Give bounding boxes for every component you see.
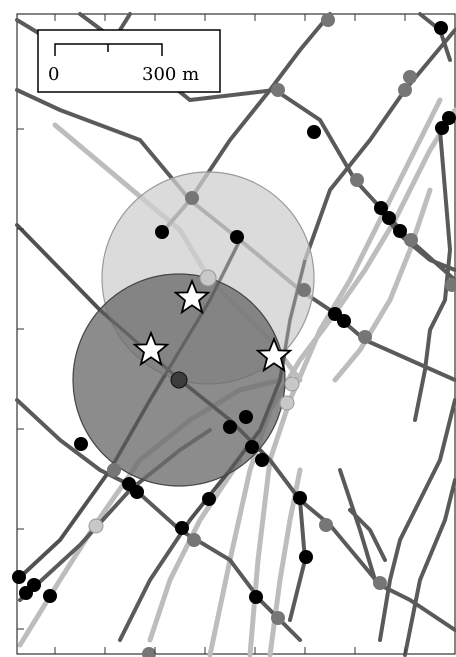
star-marker <box>255 336 293 373</box>
dark-road <box>118 12 132 32</box>
black-node <box>175 521 189 535</box>
frame-ticks <box>17 14 406 654</box>
black-node <box>43 589 57 603</box>
scale-end-label: 300 m <box>142 64 199 85</box>
gray-node <box>398 83 412 97</box>
light-node <box>199 269 217 287</box>
dark-road <box>338 468 377 582</box>
star-marker <box>132 330 170 367</box>
black-node <box>434 21 448 35</box>
scale-bar-box <box>37 29 221 93</box>
gray-node <box>404 233 418 247</box>
gray-nodes <box>107 13 456 657</box>
gray-node <box>142 647 156 657</box>
gray-node <box>373 576 387 590</box>
black-node <box>374 201 388 215</box>
star-marker <box>173 278 211 315</box>
black-node <box>293 491 307 505</box>
dark-road <box>413 128 453 422</box>
black-node <box>223 420 237 434</box>
black-node <box>435 121 449 135</box>
gray-node <box>350 173 364 187</box>
black-node <box>202 492 216 506</box>
gray-node <box>271 83 285 97</box>
black-node <box>19 586 33 600</box>
star-markers <box>132 278 293 373</box>
black-node <box>299 550 313 564</box>
light-node <box>88 518 104 534</box>
dark-road <box>378 398 456 642</box>
black-node <box>130 485 144 499</box>
gray-node <box>358 330 372 344</box>
black-node <box>155 225 169 239</box>
black-node <box>245 440 259 454</box>
gray-node <box>271 611 285 625</box>
black-node <box>442 111 456 125</box>
gray-node <box>297 283 311 297</box>
scale-start-label: 0 <box>48 64 59 85</box>
light-node <box>279 395 295 411</box>
light-node <box>284 376 300 392</box>
black-node <box>74 437 88 451</box>
gray-node <box>107 463 121 477</box>
black-node <box>255 453 269 467</box>
dark-road <box>15 239 242 582</box>
black-node <box>239 410 253 424</box>
dark-road <box>188 259 307 521</box>
black-node <box>249 590 263 604</box>
dark-road <box>403 478 456 657</box>
gray-node <box>319 518 333 532</box>
gray-node <box>321 13 335 27</box>
black-node <box>12 570 26 584</box>
light-road <box>247 97 443 657</box>
gray-node <box>445 278 456 292</box>
black-node <box>382 211 396 225</box>
scale-bar: 0 300 m <box>37 29 221 93</box>
gray-node <box>185 191 199 205</box>
gray-node <box>187 533 201 547</box>
dark-road <box>348 508 387 562</box>
light-road <box>147 457 243 643</box>
black-node <box>393 224 407 238</box>
black-node <box>230 230 244 244</box>
black-node <box>170 371 188 389</box>
light-nodes <box>88 269 300 534</box>
black-node <box>337 314 351 328</box>
gray-node <box>403 70 417 84</box>
light-road <box>332 187 433 383</box>
black-nodes <box>12 21 456 604</box>
scale-bar-line <box>54 43 163 56</box>
black-node <box>307 125 321 139</box>
